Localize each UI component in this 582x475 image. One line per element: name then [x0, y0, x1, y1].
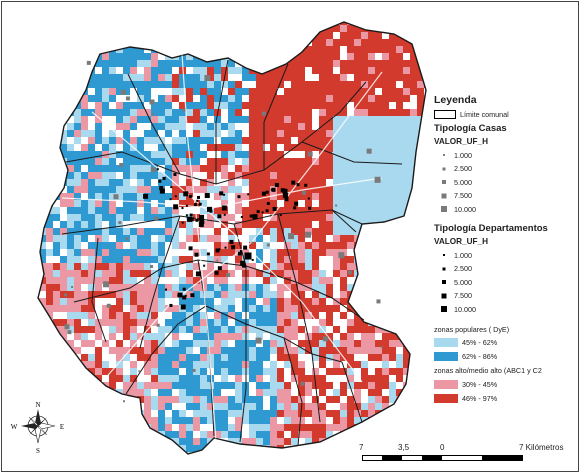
legend-boundary: Límite comunal [434, 110, 509, 119]
casas-class-label: 2.500 [454, 164, 472, 173]
property-points [63, 60, 383, 403]
casas-symbol-2 [434, 177, 454, 187]
deptos-class-label: 2.500 [454, 264, 472, 273]
casas-class-4: 10.000 [434, 204, 476, 214]
zona-alto-item-0: 30% - 45% [434, 380, 497, 389]
departamentos-title: Tipología Departamentos [434, 223, 548, 234]
deptos-class-0: 1.000 [434, 250, 472, 260]
deptos-class-label: 1.000 [454, 250, 472, 260]
casas-class-1: 2.500 [434, 164, 472, 174]
scale-label-0: 7 [359, 443, 364, 452]
deptos-symbol-2 [434, 277, 454, 287]
legend-title: Leyenda [434, 94, 477, 106]
zona-popular-item-0: 45% - 62% [434, 338, 497, 347]
casas-title: Tipología Casas [434, 123, 507, 134]
compass-s: S [36, 447, 40, 455]
deptos-symbol-4 [434, 304, 454, 314]
scale-label-1: 3,5 [398, 443, 410, 452]
compass-e: E [60, 423, 64, 431]
deptos-class-1: 2.500 [434, 264, 472, 274]
zona-popular-swatch [434, 352, 458, 361]
deptos-symbol-0 [434, 250, 454, 260]
deptos-class-3: 7.500 [434, 291, 472, 301]
casas-symbol-1 [434, 164, 454, 174]
census-zones [38, 22, 426, 454]
compass-rose-icon: N S W E [11, 401, 64, 455]
casas-field: VALOR_UF_H [434, 137, 488, 146]
deptos-symbol-1 [434, 264, 454, 274]
casas-class-label: 1.000 [454, 150, 472, 160]
departamentos-field: VALOR_UF_H [434, 237, 488, 246]
compass-n: N [35, 401, 40, 409]
deptos-class-2: 5.000 [434, 277, 472, 287]
casas-class-2: 5.000 [434, 177, 472, 187]
zona-popular-swatch [434, 338, 458, 347]
zonas-populares-label: zonas populares ( DyE) [434, 325, 510, 334]
deptos-class-label: 5.000 [454, 277, 472, 287]
scale-label-2: 0 [440, 443, 445, 452]
deptos-symbol-3 [434, 291, 454, 301]
boundary-label: Límite comunal [460, 110, 509, 119]
casas-symbol-0 [434, 150, 454, 160]
zona-alto-label: 46% - 97% [462, 394, 498, 403]
casas-class-label: 10.000 [454, 204, 476, 214]
comuna-boundaries [37, 21, 427, 455]
zona-alto-swatch [434, 394, 458, 403]
zona-alto-swatch [434, 380, 458, 389]
casas-class-0: 1.000 [434, 150, 472, 160]
zona-popular-label: 45% - 62% [462, 338, 498, 347]
zona-popular-label: 62% - 86% [462, 352, 498, 361]
casas-class-label: 7.500 [454, 191, 472, 200]
boundary-swatch [434, 110, 456, 119]
casas-symbol-3 [434, 191, 454, 201]
scale-bar-graphic [362, 455, 523, 461]
casas-class-label: 5.000 [454, 177, 472, 187]
zona-alto-label: 30% - 45% [462, 380, 498, 389]
zona-alto-item-1: 46% - 97% [434, 394, 497, 403]
compass-w: W [11, 423, 18, 431]
scale-label-3: 7 Kilómetros [519, 443, 564, 452]
casas-symbol-4 [434, 204, 454, 214]
deptos-class-label: 7.500 [454, 291, 472, 300]
deptos-class-4: 10.000 [434, 304, 476, 314]
zona-popular-item-1: 62% - 86% [434, 352, 497, 361]
casas-class-3: 7.500 [434, 191, 472, 201]
deptos-class-label: 10.000 [454, 304, 476, 314]
zonas-alto-label: zonas alto/medio alto (ABC1 y C2 [434, 366, 542, 375]
